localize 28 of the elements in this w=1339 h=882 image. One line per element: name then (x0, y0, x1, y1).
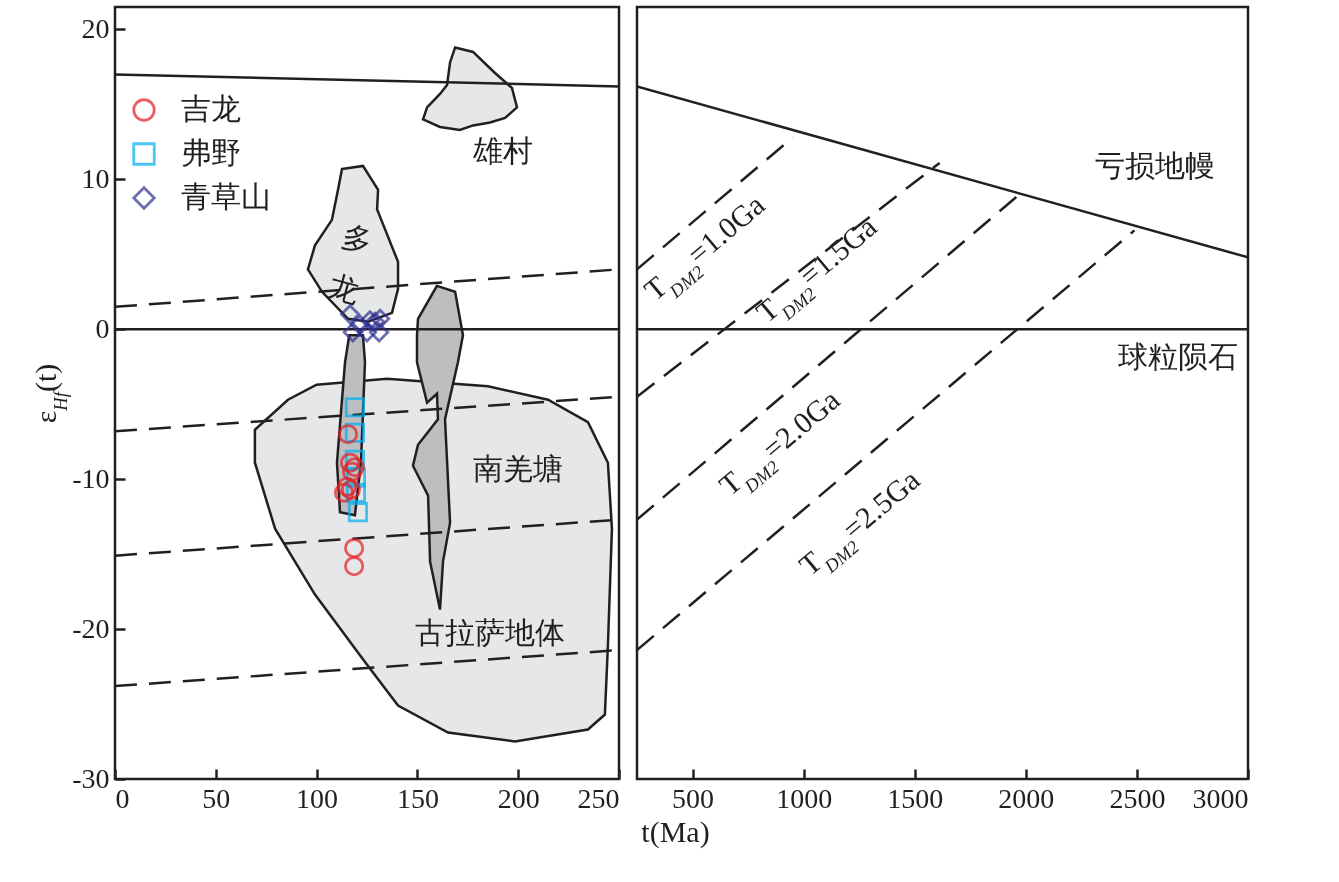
legend-label: 吉龙 (181, 92, 241, 125)
x-tick-label: 500 (672, 782, 715, 814)
ref-line-label: 球粒陨石 (1118, 340, 1238, 374)
annotation: 南羌塘 (473, 452, 563, 485)
x-tick-label: 2500 (1109, 782, 1166, 814)
x-tick-label: 250 (577, 782, 620, 814)
y-tick-label: -20 (72, 612, 110, 644)
x-tick-label: 3000 (1192, 782, 1249, 814)
annotation: 多龙 (325, 218, 377, 309)
x-axis-title: t(Ma) (641, 814, 710, 849)
annotation: 雄村 (472, 134, 533, 167)
x-tick-label: 100 (296, 782, 339, 814)
y-tick-label: -30 (72, 762, 110, 794)
legend-label: 青草山 (181, 180, 271, 213)
x-tick-label: 50 (202, 782, 231, 814)
annotation: 古拉萨地体 (415, 616, 565, 649)
x-tick-label: 150 (396, 782, 439, 814)
x-tick-label: 1500 (887, 782, 944, 814)
y-tick-label: 0 (95, 312, 110, 344)
x-tick-label: 0 (115, 782, 130, 814)
y-tick-label: -10 (72, 462, 110, 494)
annotation: 亏损地幔 (1095, 149, 1215, 182)
legend-label: 弗野 (181, 136, 241, 169)
x-tick-label: 2000 (998, 782, 1055, 814)
y-tick-label: 10 (81, 162, 110, 194)
x-tick-label: 1000 (776, 782, 833, 814)
y-tick-label: 20 (81, 12, 110, 44)
x-tick-label: 200 (497, 782, 540, 814)
